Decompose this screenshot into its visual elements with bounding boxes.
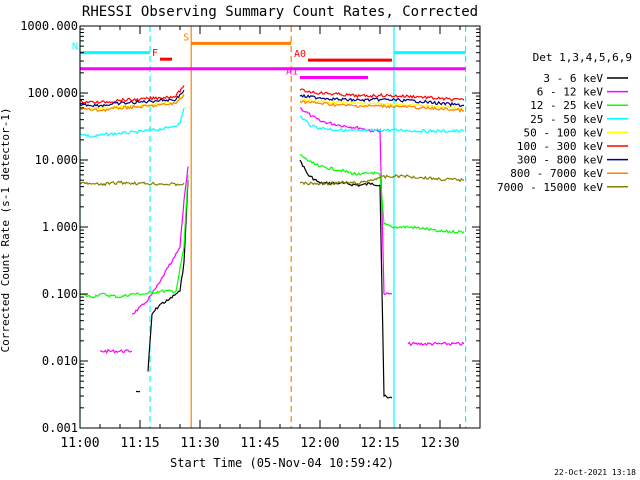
flag-bars: N S F A0 A1 [72, 32, 466, 80]
series-line [79, 107, 185, 138]
chart-title: RHESSI Observing Summary Count Rates, Co… [82, 4, 478, 20]
series-line [299, 100, 465, 114]
legend-title: Det 1,3,4,5,6,9 [533, 51, 632, 64]
y-tick-label: 10.000 [35, 153, 78, 167]
series-line [79, 94, 185, 113]
x-tick-label: 11:15 [120, 436, 159, 451]
x-tick-label: 12:30 [420, 436, 459, 451]
legend-label: 50 - 100 keV [524, 126, 604, 139]
y-tick-label: 1.000 [42, 220, 78, 234]
series-line [299, 98, 465, 111]
y-tick-label: 100.000 [27, 86, 78, 100]
y-axis-label: Corrected Count Rate (s-1 detector-1) [0, 107, 12, 352]
legend-label: 3 - 6 keV [543, 72, 603, 85]
series-line [299, 107, 393, 296]
legend-label: 25 - 50 keV [530, 113, 603, 126]
legend-label: 300 - 800 keV [517, 154, 603, 167]
footer-date: 22-Oct-2021 13:18 [554, 468, 636, 477]
flag-label: A0 [294, 49, 306, 60]
series-line [99, 348, 133, 354]
y-tick-label: 0.010 [42, 354, 78, 368]
series-line [299, 159, 393, 399]
x-tick-label: 12:00 [300, 436, 339, 451]
series-line [131, 166, 189, 315]
series-line [79, 85, 185, 105]
series-line [79, 180, 185, 187]
y-axis: 1000.000 100.000 10.000 1.000 0.100 0.010 0.00… [20, 19, 480, 435]
series-line [299, 173, 464, 186]
series-line [79, 174, 189, 299]
flag-label: S [183, 32, 189, 43]
legend-label: 800 - 7000 keV [510, 167, 603, 180]
series-line [79, 89, 185, 108]
y-tick-label: 0.001 [42, 421, 78, 435]
flag-label: N [72, 42, 78, 53]
series-line [299, 88, 465, 102]
series-line [79, 92, 185, 111]
series-line [299, 115, 465, 134]
y-tick-label: 0.100 [42, 287, 78, 301]
x-tick-label: 12:15 [360, 436, 399, 451]
plot-frame [79, 25, 481, 429]
series-line [147, 180, 189, 372]
legend-label: 12 - 25 keV [530, 99, 603, 112]
flag-label: A1 [286, 67, 298, 78]
x-tick-label: 11:45 [240, 436, 279, 451]
x-axis: 11:00 11:15 11:30 11:45 12:00 12:15 12:30 [60, 26, 481, 451]
x-axis-label: Start Time (05-Nov-04 10:59:42) [170, 456, 394, 470]
series-layer [79, 85, 465, 399]
y-tick-label: 1000.000 [20, 19, 78, 33]
legend-label: 100 - 300 keV [517, 140, 603, 153]
legend-label: 6 - 12 keV [537, 86, 604, 99]
legend-label: 7000 - 15000 keV [497, 181, 603, 194]
series-line [299, 93, 465, 108]
x-tick-label: 11:30 [180, 436, 219, 451]
series-line [407, 341, 465, 347]
x-tick-label: 11:00 [60, 436, 99, 451]
flag-label: F [152, 48, 158, 59]
series-line [299, 154, 465, 234]
